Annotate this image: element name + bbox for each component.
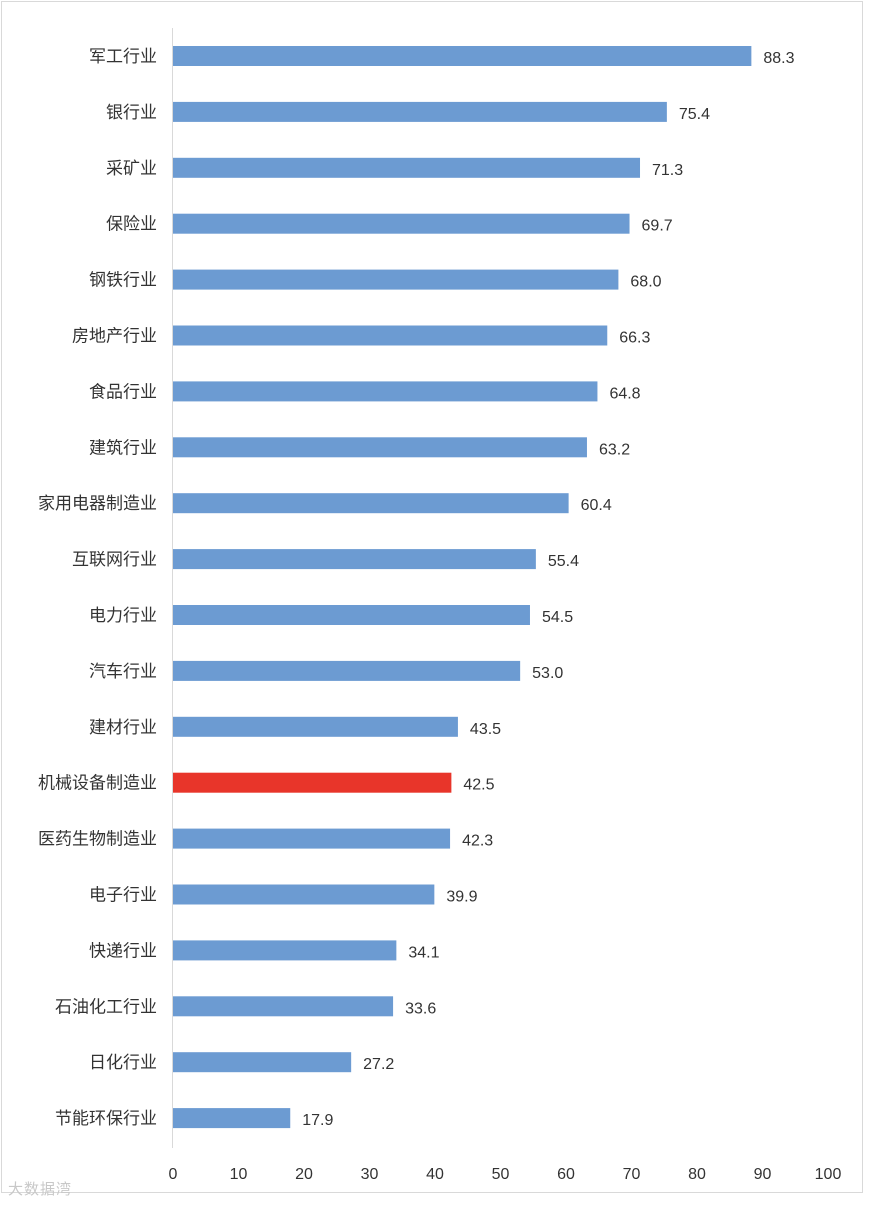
category-label: 军工行业	[89, 47, 157, 67]
watermark-logo: 大数据湾	[8, 1180, 73, 1198]
bar	[173, 269, 619, 290]
bar	[173, 1052, 352, 1073]
data-label: 42.5	[463, 777, 494, 794]
bar	[173, 940, 397, 961]
category-label: 互联网行业	[72, 550, 157, 570]
bar	[173, 605, 530, 625]
bar	[173, 213, 630, 234]
category-label: 节能环保行业	[55, 1109, 157, 1129]
bar	[173, 381, 598, 402]
x-tick-label: 70	[623, 1166, 641, 1183]
category-label: 建筑行业	[89, 438, 157, 458]
data-label: 71.3	[652, 162, 683, 179]
category-label: 快递行业	[89, 941, 157, 961]
category-label: 电力行业	[89, 606, 157, 626]
bar-chart: 军工行业 88.3 银行业 75.4 采矿业 71.3 保险业 69.7 钢铁行业 68.0 房地产…	[38, 28, 842, 1183]
bar	[173, 996, 394, 1017]
x-tick-label: 20	[295, 1166, 313, 1183]
data-label: 75.4	[679, 106, 710, 123]
category-label: 房地产行业	[72, 327, 157, 347]
bar	[173, 716, 458, 737]
x-tick-label: 100	[815, 1166, 842, 1183]
category-label: 采矿业	[106, 159, 157, 179]
data-label: 55.4	[548, 553, 579, 570]
category-label: 银行业	[106, 103, 157, 123]
data-label: 27.2	[363, 1056, 394, 1073]
bar	[173, 325, 608, 346]
category-label: 石油化工行业	[55, 997, 157, 1017]
data-label: 88.3	[763, 50, 794, 67]
category-label: 机械设备制造业	[38, 774, 157, 794]
category-label: 汽车行业	[89, 662, 157, 682]
bar	[173, 493, 569, 514]
data-label: 53.0	[532, 665, 563, 682]
bar	[173, 828, 451, 849]
data-label: 69.7	[642, 218, 673, 235]
data-label: 66.3	[619, 330, 650, 347]
data-label: 33.6	[405, 1000, 436, 1017]
x-tick-label: 90	[754, 1166, 772, 1183]
bar	[173, 549, 536, 570]
bar	[173, 46, 752, 66]
category-label: 食品行业	[89, 382, 157, 402]
category-label: 日化行业	[89, 1053, 157, 1073]
category-label: 家用电器制造业	[38, 494, 157, 514]
data-label: 39.9	[446, 889, 477, 906]
data-label: 63.2	[599, 441, 630, 458]
data-label: 60.4	[581, 497, 612, 514]
category-label: 建材行业	[89, 718, 157, 738]
x-tick-label: 30	[361, 1166, 379, 1183]
data-label: 34.1	[408, 944, 439, 961]
x-tick-label: 10	[230, 1166, 248, 1183]
data-label: 42.3	[462, 833, 493, 850]
data-label: 43.5	[470, 721, 501, 738]
x-tick-label: 80	[688, 1166, 706, 1183]
category-label: 钢铁行业	[89, 271, 157, 291]
data-label: 68.0	[630, 274, 661, 291]
bar	[173, 884, 435, 905]
x-tick-label: 0	[169, 1166, 178, 1183]
bar	[173, 157, 641, 178]
data-label: 17.9	[302, 1112, 333, 1129]
bar	[173, 772, 452, 793]
data-label: 64.8	[609, 385, 640, 402]
category-label: 医药生物制造业	[38, 830, 157, 850]
x-tick-label: 60	[557, 1166, 575, 1183]
bar	[173, 437, 587, 458]
bar	[173, 660, 521, 681]
bar	[173, 1108, 291, 1129]
category-label: 保险业	[106, 215, 157, 235]
data-label: 54.5	[542, 609, 573, 626]
category-label: 电子行业	[89, 886, 157, 906]
x-tick-label: 50	[492, 1166, 510, 1183]
chart-frame: 军工行业 88.3 银行业 75.4 采矿业 71.3 保险业 69.7 钢铁行业 68.0 房地产…	[1, 1, 863, 1193]
bar	[173, 101, 667, 122]
x-tick-label: 40	[426, 1166, 444, 1183]
